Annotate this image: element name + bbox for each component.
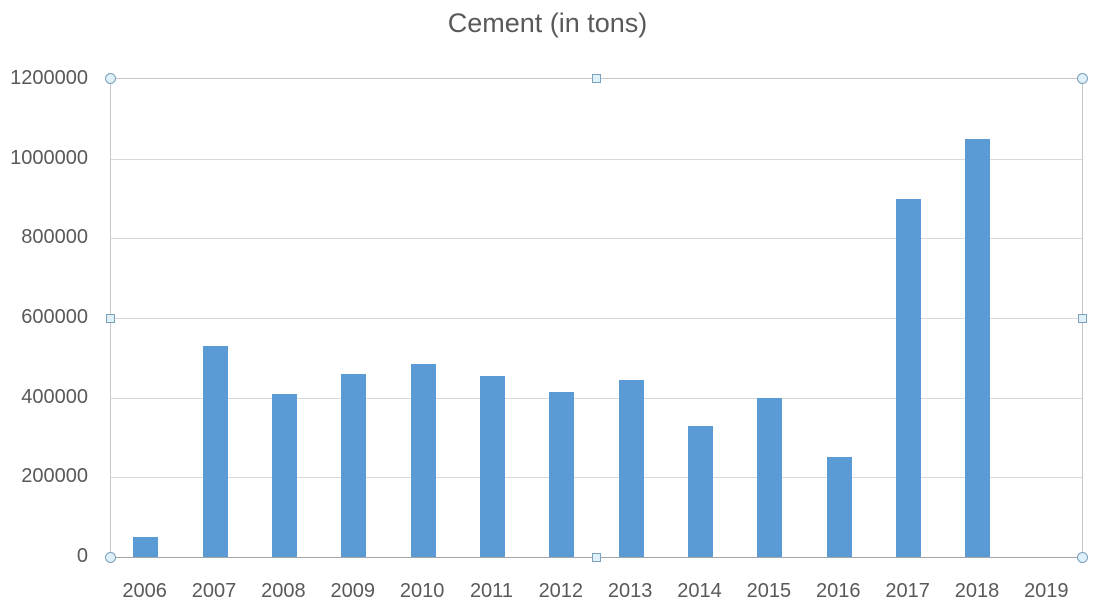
bar-2010[interactable] — [410, 363, 436, 557]
selection-handle-top-left[interactable] — [105, 73, 116, 84]
selection-handle-bottom-middle[interactable] — [592, 553, 601, 562]
gridline — [111, 318, 1082, 319]
y-axis-tick-label: 800000 — [21, 226, 88, 249]
selection-handle-bottom-left[interactable] — [105, 552, 116, 563]
gridline — [111, 158, 1082, 160]
y-axis-tick-label: 400000 — [21, 385, 88, 408]
x-axis-tick-label: 2019 — [1024, 580, 1069, 602]
x-axis-tick-label: 2011 — [469, 580, 513, 602]
bar-2012[interactable] — [549, 391, 575, 557]
x-axis-tick-label: 2007 — [191, 580, 237, 602]
bar-2006[interactable] — [133, 537, 159, 557]
gridline — [111, 238, 1082, 240]
gridline — [111, 397, 1082, 399]
selection-handle-middle-right[interactable] — [1078, 313, 1087, 323]
selection-handle-top-middle[interactable] — [592, 74, 601, 83]
selection-handle-top-right[interactable] — [1077, 73, 1088, 84]
x-axis-tick-label: 2012 — [538, 580, 584, 602]
x-axis-tick-label: 2018 — [954, 580, 1000, 602]
bar-2014[interactable] — [688, 425, 714, 557]
selection-handle-middle-left[interactable] — [106, 313, 115, 323]
y-axis-tick-label: 0 — [76, 545, 88, 567]
bar-2008[interactable] — [271, 393, 297, 557]
chart-title: Cement (in tons) — [447, 8, 648, 38]
x-axis-tick-label: 2008 — [261, 580, 306, 602]
x-axis-tick-label: 2015 — [746, 580, 792, 602]
x-axis-tick-label: 2006 — [122, 580, 167, 602]
y-axis-tick-label: 1200000 — [10, 67, 88, 89]
x-axis-tick-label: 2016 — [816, 580, 861, 602]
bar-2013[interactable] — [618, 379, 644, 557]
bar-2016[interactable] — [826, 457, 852, 557]
x-axis-tick-label: 2010 — [399, 580, 445, 602]
bar-2011[interactable] — [479, 375, 505, 557]
x-axis-tick-label: 2017 — [885, 580, 930, 602]
y-axis-tick-label: 600000 — [21, 306, 88, 328]
gridline — [111, 477, 1082, 479]
x-axis-tick-label: 2009 — [330, 580, 376, 602]
x-axis-tick-label: 2014 — [677, 580, 722, 602]
bar-2015[interactable] — [757, 397, 783, 557]
bar-2018[interactable] — [965, 138, 991, 557]
x-axis-tick-label: 2013 — [607, 580, 653, 602]
bar-2009[interactable] — [341, 373, 367, 557]
y-axis-tick-label: 200000 — [21, 465, 88, 488]
y-axis-tick-label: 1000000 — [10, 146, 88, 169]
bar-2007[interactable] — [202, 345, 228, 557]
plot-area[interactable] — [105, 73, 1088, 563]
bar-2017[interactable] — [896, 198, 922, 557]
selection-handle-bottom-right[interactable] — [1077, 552, 1088, 563]
